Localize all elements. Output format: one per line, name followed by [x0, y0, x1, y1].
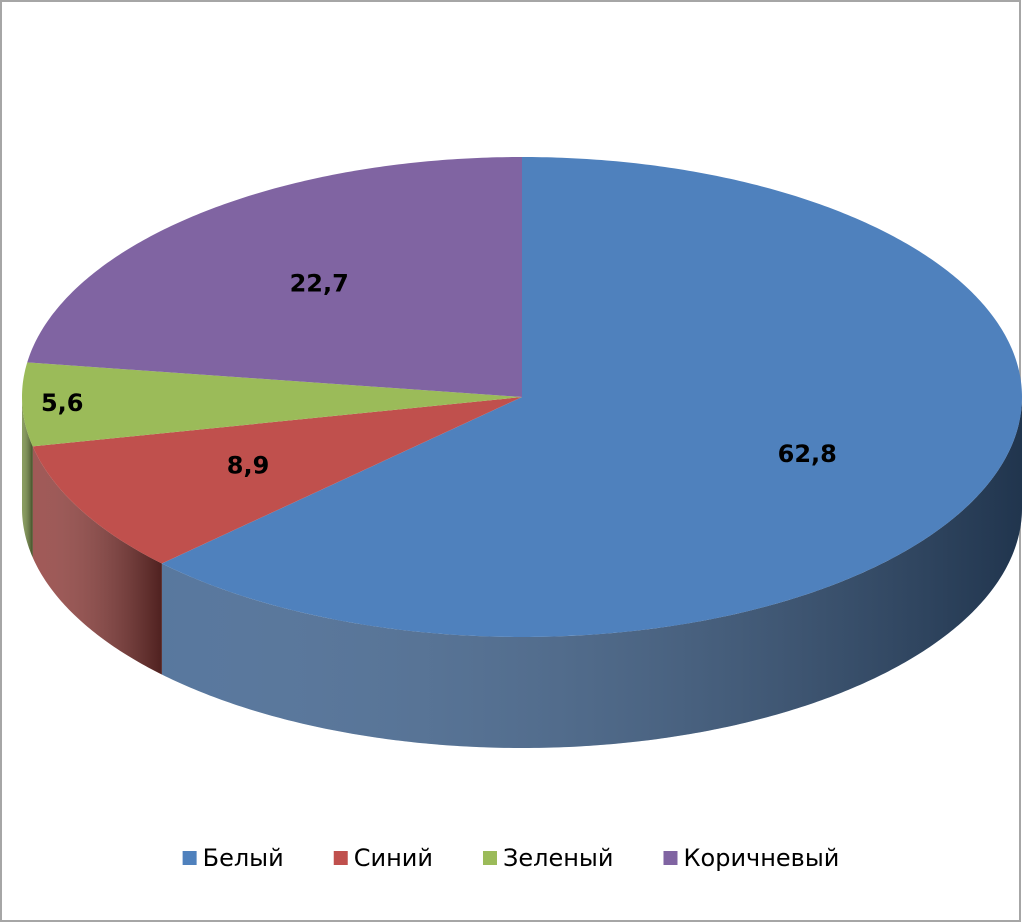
legend-swatch	[182, 851, 197, 865]
data-label: 8,9	[227, 452, 270, 480]
slice	[27, 157, 522, 397]
legend-label: Синий	[354, 844, 433, 872]
legend-label: Зеленый	[503, 844, 614, 872]
legend-label: Коричневый	[683, 844, 839, 872]
data-label: 22,7	[290, 269, 349, 297]
slice-side-shade	[161, 397, 1022, 748]
legend-label: Белый	[203, 844, 284, 872]
legend-swatch	[333, 851, 348, 865]
data-label: 5,6	[41, 389, 84, 417]
legend-swatch	[482, 851, 497, 865]
slice	[22, 362, 522, 447]
data-label: 62,8	[778, 440, 837, 468]
legend-swatch	[663, 851, 678, 865]
slice	[32, 397, 523, 564]
slice	[161, 157, 1022, 637]
slice-side-shade	[22, 397, 33, 558]
slice-side-shade	[32, 446, 162, 675]
